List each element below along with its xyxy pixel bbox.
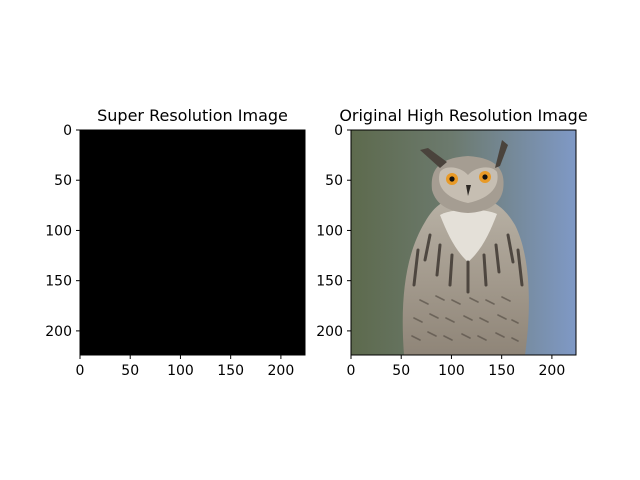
subplot-title: Super Resolution Image [97, 106, 288, 125]
axes-frame [79, 129, 306, 356]
y-tick-label: 50 [54, 173, 72, 189]
y-tick-label: 200 [45, 324, 72, 340]
x-tick-label: 50 [392, 363, 410, 379]
y-tick-label: 100 [316, 223, 343, 239]
y-ticks: 0 50 100 150 200 [316, 123, 351, 340]
x-tick-label: 100 [167, 363, 194, 379]
y-tick-label: 50 [325, 173, 343, 189]
axes-frame [350, 129, 577, 356]
x-tick-label: 0 [76, 363, 85, 379]
x-tick-label: 100 [438, 363, 465, 379]
y-tick-label: 0 [334, 123, 343, 139]
x-ticks: 0 50 100 150 200 [347, 355, 566, 379]
original-high-resolution-subplot: Original High Resolution Image [316, 106, 587, 379]
x-tick-label: 200 [268, 363, 295, 379]
y-tick-label: 0 [63, 123, 72, 139]
x-tick-label: 150 [217, 363, 244, 379]
y-tick-label: 150 [45, 274, 72, 290]
x-tick-label: 0 [347, 363, 356, 379]
super-resolution-image [80, 130, 305, 355]
y-ticks: 0 50 100 150 200 [45, 123, 80, 340]
x-tick-label: 50 [121, 363, 139, 379]
x-ticks: 0 50 100 150 200 [76, 355, 295, 379]
y-tick-label: 150 [316, 274, 343, 290]
super-resolution-subplot: Super Resolution Image 0 50 100 150 200 0 50 1… [45, 106, 306, 379]
y-tick-label: 100 [45, 223, 72, 239]
y-tick-label: 200 [316, 324, 343, 340]
subplot-title: Original High Resolution Image [339, 106, 587, 125]
x-tick-label: 200 [539, 363, 566, 379]
original-high-resolution-image [351, 130, 576, 355]
x-tick-label: 150 [488, 363, 515, 379]
